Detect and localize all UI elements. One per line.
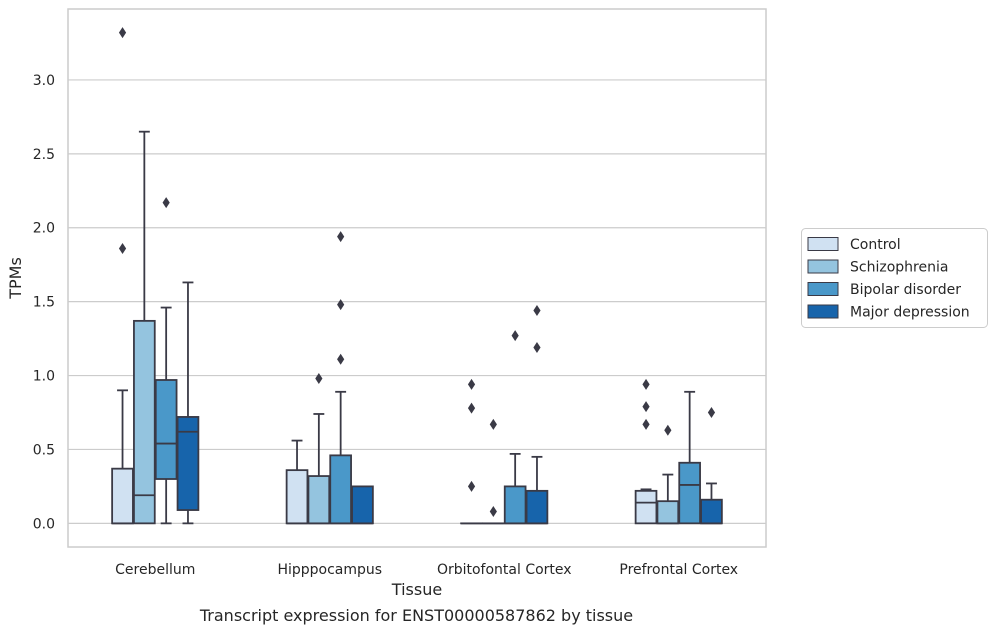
legend-item: Schizophrenia [807, 259, 948, 276]
outlier-point [642, 401, 650, 413]
outlier-point [337, 299, 345, 311]
outlier-point [467, 480, 476, 492]
outlier-point [315, 373, 323, 385]
outlier-point [489, 418, 497, 430]
chart-caption: Transcript expression for ENST0000058786… [199, 606, 634, 625]
y-tick-label: 1.0 [33, 369, 55, 385]
legend-swatch [807, 304, 839, 319]
outlier-point [337, 231, 345, 243]
x-tick-labels: Cerebellum Hipppocampus Orbitofontal Corte… [115, 562, 738, 578]
legend-label: Major depression [850, 305, 970, 321]
box [154, 379, 178, 480]
legend-item: Major depression [807, 304, 970, 321]
box [176, 416, 200, 511]
boxplot-series [111, 27, 723, 525]
outlier-point [533, 341, 541, 353]
y-tick-label: 3.0 [33, 73, 55, 89]
outlier-point [489, 506, 497, 518]
outlier-point [162, 197, 170, 209]
box [503, 485, 527, 525]
outlier-point [664, 424, 672, 436]
box [285, 469, 309, 525]
legend-label: Schizophrenia [850, 260, 948, 276]
outlier-point [642, 418, 650, 430]
box [700, 498, 723, 525]
series-control [111, 27, 658, 525]
box [656, 500, 680, 525]
legend-item: Control [807, 237, 901, 253]
series-major-depression [176, 281, 723, 525]
box [329, 454, 352, 525]
outlier-point [337, 353, 345, 365]
box [525, 489, 549, 525]
series-schizophrenia [133, 130, 680, 525]
outlier-point [118, 242, 127, 254]
box [111, 467, 134, 525]
y-tick-label: 2.0 [33, 221, 55, 237]
y-tick-labels: 0.0 0.5 1.0 1.5 2.0 2.5 3.0 [33, 73, 55, 532]
box [133, 319, 156, 525]
x-tick-label: Cerebellum [115, 562, 195, 578]
legend-frame [801, 228, 988, 328]
outlier-point [707, 407, 716, 418]
outlier-point [467, 378, 476, 390]
legend-swatch [807, 282, 839, 296]
y-tick-label: 0.5 [33, 442, 55, 458]
outlier-point [467, 402, 476, 414]
legend-swatch [807, 259, 839, 274]
y-axis-label: TPMs [6, 257, 25, 300]
y-tick-label: 0.0 [33, 516, 55, 532]
legend-label: Control [850, 237, 901, 253]
y-tick-label: 1.5 [33, 295, 55, 311]
x-tick-label: Prefrontal Cortex [619, 562, 738, 578]
box [351, 485, 374, 525]
x-tick-label: Hipppocampus [277, 562, 382, 578]
x-tick-label: Orbitofontal Cortex [437, 562, 572, 578]
outlier-point [511, 330, 519, 342]
box [678, 461, 701, 525]
outlier-point [642, 378, 650, 390]
legend: Control Schizophrenia Bipolar disorder Majo… [801, 228, 988, 328]
x-axis-label: Tissue [391, 580, 442, 599]
plot-frame [67, 8, 767, 548]
box [634, 489, 658, 525]
outlier-point [533, 305, 541, 317]
box [307, 475, 331, 525]
outlier-point [118, 27, 127, 39]
legend-item: Bipolar disorder [807, 282, 961, 298]
series-bipolar-disorder [154, 197, 701, 525]
legend-label: Bipolar disorder [850, 282, 961, 298]
legend-swatch [807, 237, 839, 251]
y-tick-label: 2.5 [33, 147, 55, 163]
